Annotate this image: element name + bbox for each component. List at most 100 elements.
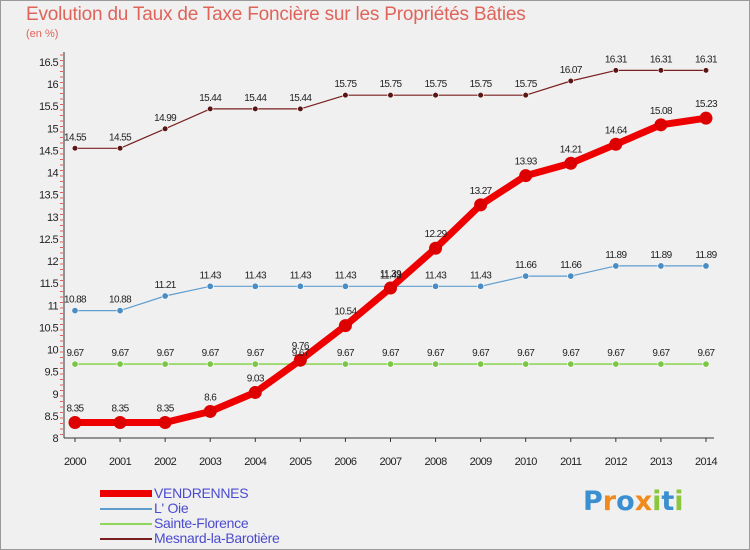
data-point-vendrennes xyxy=(609,137,623,151)
data-label-mesnard-la-baroti-re: 15.44 xyxy=(199,93,222,104)
x-tick-label: 2010 xyxy=(515,456,538,468)
data-point-vendrennes xyxy=(429,241,443,255)
data-point-l-oie xyxy=(296,282,304,290)
logo-letter: r xyxy=(602,486,617,517)
data-point-l-oie xyxy=(702,262,710,270)
data-label-l-oie: 10.88 xyxy=(64,295,87,306)
x-tick-label: 2003 xyxy=(199,456,222,468)
data-point-l-oie xyxy=(657,262,665,270)
data-label-mesnard-la-baroti-re: 16.07 xyxy=(560,65,583,76)
data-label-vendrennes: 11.39 xyxy=(380,269,402,280)
data-point-vendrennes xyxy=(519,169,533,183)
y-tick-label: 12 xyxy=(47,256,59,268)
data-point-vendrennes xyxy=(383,281,397,295)
data-label-l-oie: 11.43 xyxy=(470,270,492,281)
data-point-mesnard-la-baroti-re xyxy=(71,145,79,152)
x-tick-label: 2006 xyxy=(334,456,357,468)
data-point-sainte-florence xyxy=(161,360,169,368)
legend-swatch xyxy=(100,490,152,497)
data-point-vendrennes xyxy=(474,198,488,212)
data-label-mesnard-la-baroti-re: 15.75 xyxy=(379,79,402,90)
data-label-mesnard-la-baroti-re: 14.99 xyxy=(154,113,177,124)
logo-letter: x xyxy=(634,486,653,517)
data-point-vendrennes xyxy=(564,156,578,170)
data-label-sainte-florence: 9.67 xyxy=(562,348,580,359)
series-layer xyxy=(68,67,713,430)
data-point-l-oie xyxy=(522,272,530,280)
data-label-sainte-florence: 9.67 xyxy=(292,348,310,359)
data-point-l-oie xyxy=(116,307,124,315)
data-label-mesnard-la-baroti-re: 15.44 xyxy=(244,93,267,104)
legend-swatch xyxy=(100,522,152,525)
data-point-l-oie xyxy=(206,282,214,290)
data-point-sainte-florence xyxy=(432,360,440,368)
data-point-sainte-florence xyxy=(206,360,214,368)
data-label-vendrennes: 8.35 xyxy=(66,404,84,415)
logo-letter: t xyxy=(661,486,675,517)
data-point-l-oie xyxy=(477,282,485,290)
data-label-mesnard-la-baroti-re: 15.44 xyxy=(289,93,312,104)
data-label-sainte-florence: 9.67 xyxy=(472,348,490,359)
data-label-l-oie: 11.89 xyxy=(605,250,627,261)
data-point-sainte-florence xyxy=(386,360,394,368)
y-tick-label: 13 xyxy=(47,212,59,224)
chart-title: Evolution du Taux de Taxe Foncière sur l… xyxy=(26,4,526,25)
y-tick-label: 8.5 xyxy=(45,411,59,423)
data-label-l-oie: 11.89 xyxy=(650,250,672,261)
data-point-sainte-florence xyxy=(567,360,575,368)
x-tick-label: 2013 xyxy=(650,456,673,468)
data-point-mesnard-la-baroti-re xyxy=(432,92,439,99)
data-label-sainte-florence: 9.67 xyxy=(157,348,175,359)
data-label-mesnard-la-baroti-re: 16.31 xyxy=(605,54,628,65)
data-label-mesnard-la-baroti-re: 15.75 xyxy=(334,79,357,90)
y-tick-label: 14.5 xyxy=(39,145,58,157)
data-point-sainte-florence xyxy=(702,360,710,368)
data-label-vendrennes: 15.08 xyxy=(650,106,673,117)
legend-label: Sainte-Florence xyxy=(154,515,249,531)
data-point-sainte-florence xyxy=(612,360,620,368)
data-point-mesnard-la-baroti-re xyxy=(567,77,574,85)
legend-swatch xyxy=(100,537,152,540)
axes: 8 8.5 9 9.5 10 10.5 11 11.5 12 12.5 13 13.5 14 14.5 15… xyxy=(39,52,718,468)
data-point-vendrennes xyxy=(68,416,82,430)
data-point-mesnard-la-baroti-re xyxy=(612,67,619,74)
x-tick-label: 2011 xyxy=(560,456,582,468)
data-point-sainte-florence xyxy=(251,360,259,368)
x-tick-label: 2005 xyxy=(289,456,312,468)
data-label-l-oie: 10.88 xyxy=(109,295,132,306)
data-point-mesnard-la-baroti-re xyxy=(387,92,394,99)
logo-letter: P xyxy=(583,486,603,517)
data-point-sainte-florence xyxy=(522,360,530,368)
y-tick-label: 12.5 xyxy=(39,234,58,246)
x-tick-label: 2001 xyxy=(109,456,132,468)
data-label-mesnard-la-baroti-re: 14.55 xyxy=(64,132,87,143)
data-label-l-oie: 11.43 xyxy=(335,270,357,281)
data-label-vendrennes: 10.54 xyxy=(334,307,357,318)
data-point-vendrennes xyxy=(248,385,262,399)
logo-letter: i xyxy=(674,486,684,517)
data-point-mesnard-la-baroti-re xyxy=(207,105,214,112)
legend-label: Mesnard-la-Barotière xyxy=(154,530,280,546)
data-point-mesnard-la-baroti-re xyxy=(702,67,710,74)
data-label-vendrennes: 8.35 xyxy=(157,404,175,415)
data-label-mesnard-la-baroti-re: 16.31 xyxy=(695,54,718,65)
data-point-vendrennes xyxy=(203,404,217,418)
data-label-mesnard-la-baroti-re: 16.31 xyxy=(650,54,673,65)
data-label-l-oie: 11.21 xyxy=(154,280,176,291)
data-label-mesnard-la-baroti-re: 15.75 xyxy=(425,79,448,90)
data-point-mesnard-la-baroti-re xyxy=(522,92,529,99)
data-label-vendrennes: 8.6 xyxy=(204,392,217,403)
data-point-vendrennes xyxy=(654,118,668,132)
y-tick-label: 10 xyxy=(47,345,59,357)
data-label-sainte-florence: 9.67 xyxy=(517,348,535,359)
y-tick-label: 8 xyxy=(52,433,58,445)
x-tick-label: 2004 xyxy=(244,456,267,468)
data-point-mesnard-la-baroti-re xyxy=(162,125,169,132)
data-point-sainte-florence xyxy=(71,360,79,368)
data-point-vendrennes xyxy=(113,416,127,430)
data-point-l-oie xyxy=(567,272,575,280)
y-tick-label: 11.5 xyxy=(40,278,59,290)
data-label-vendrennes: 15.23 xyxy=(695,99,718,110)
data-point-l-oie xyxy=(161,292,169,300)
data-label-sainte-florence: 9.67 xyxy=(427,348,445,359)
